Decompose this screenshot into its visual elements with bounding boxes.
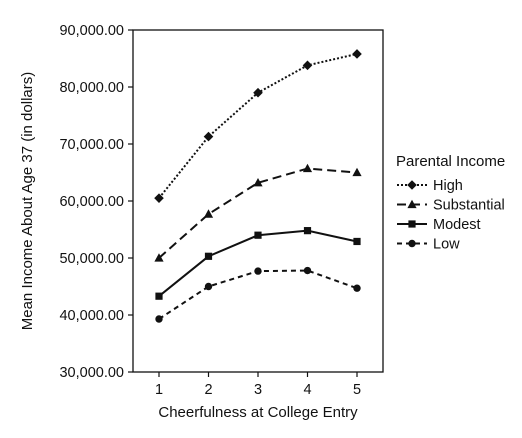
data-point-modest <box>155 292 163 300</box>
x-tick-label: 1 <box>155 382 163 398</box>
y-tick-label: 40,000.00 <box>59 308 124 324</box>
legend-item-high: High <box>397 178 463 194</box>
y-tick-label: 70,000.00 <box>59 137 124 153</box>
data-point-substantial <box>203 209 214 218</box>
y-tick-label: 60,000.00 <box>59 194 124 210</box>
x-tick-label: 4 <box>303 382 311 398</box>
data-point-high <box>203 131 214 142</box>
data-point-substantial <box>253 177 263 187</box>
legend-swatch-marker <box>408 220 416 228</box>
series-line-high <box>158 52 358 199</box>
series-modest <box>155 227 361 300</box>
legend-swatch-marker <box>407 180 417 190</box>
legend-label: Substantial <box>433 198 505 214</box>
y-axis-title: Mean Income About Age 37 (in dollars) <box>19 72 36 331</box>
series-line-low <box>158 269 358 320</box>
series-layer <box>154 49 362 323</box>
plot-frame <box>132 29 384 373</box>
x-tick-label: 2 <box>204 382 212 398</box>
series-line-modest <box>158 229 358 297</box>
data-point-low <box>155 315 163 323</box>
data-point-high <box>253 87 263 98</box>
data-point-high <box>352 49 362 59</box>
series-substantial <box>154 163 362 262</box>
series-line-substantial <box>158 167 358 259</box>
y-tick-label: 30,000.00 <box>59 365 124 381</box>
legend-item-substantial: Substantial <box>397 198 505 214</box>
legend-label: Low <box>433 237 460 253</box>
x-tick-label: 5 <box>353 382 361 398</box>
data-point-high <box>302 60 313 71</box>
x-tick-label: 3 <box>254 382 262 398</box>
data-point-modest <box>204 252 213 260</box>
x-axis-ticks: 1 2 3 4 5 <box>155 372 361 398</box>
data-point-low <box>303 266 312 275</box>
data-point-modest <box>353 237 361 246</box>
series-low <box>155 266 361 323</box>
data-point-low <box>204 282 213 291</box>
data-point-modest <box>303 227 312 235</box>
data-point-substantial <box>352 167 362 177</box>
legend-label: Modest <box>433 217 481 233</box>
y-tick-label: 50,000.00 <box>59 251 124 267</box>
series-high <box>154 49 362 203</box>
data-point-modest <box>254 231 262 239</box>
legend-item-low: Low <box>397 237 460 253</box>
legend-swatch-marker <box>408 239 416 248</box>
legend: Parental Income High Substantial Modest Low <box>396 153 505 253</box>
legend-swatch-marker <box>407 199 417 209</box>
legend-item-modest: Modest <box>397 217 481 233</box>
data-point-low <box>353 284 361 292</box>
y-axis-ticks: 30,000.00 40,000.00 50,000.00 60,000.00 70,0… <box>59 23 133 381</box>
plot-border <box>132 29 384 373</box>
data-point-low <box>254 267 262 275</box>
legend-title: Parental Income <box>396 153 505 170</box>
y-tick-label: 80,000.00 <box>59 80 124 96</box>
x-axis-title: Cheerfulness at College Entry <box>158 404 358 421</box>
y-tick-label: 90,000.00 <box>59 23 124 39</box>
data-point-substantial <box>154 253 164 262</box>
data-point-substantial <box>302 163 313 173</box>
legend-label: High <box>433 178 463 194</box>
data-point-high <box>154 193 164 203</box>
